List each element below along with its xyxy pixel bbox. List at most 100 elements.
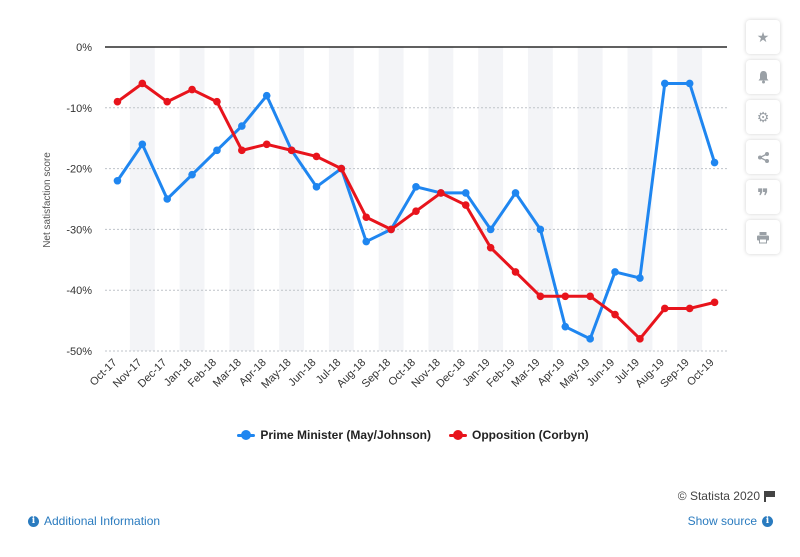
share-button[interactable] [746,140,780,174]
data-point [611,310,619,319]
legend-item-prime-minister[interactable]: Prime Minister (May/Johnson) [237,428,431,442]
data-point [536,292,545,301]
data-point [536,225,545,234]
print-button[interactable] [746,220,780,254]
column-band [179,47,205,351]
data-point [412,183,420,191]
data-point [636,335,644,343]
y-axis-label: Net satisfaction score [42,152,53,248]
data-point [238,146,246,155]
data-point [287,146,296,155]
data-point [437,189,445,197]
x-axis-tick-labels: Oct-17Nov-17Dec-17Jan-18Feb-18Mar-18Apr-… [88,357,717,391]
data-point [561,292,570,301]
statista-credits[interactable]: © Statista 2020 [677,489,775,503]
column-band [229,47,255,351]
x-tick-label: Jun-18 [286,357,318,389]
data-point [213,97,221,106]
series-opposition [113,79,719,343]
data-point [262,140,271,149]
data-point [262,91,271,100]
data-point [337,164,346,173]
data-point [362,213,371,222]
print-icon [757,231,769,243]
data-point [661,79,669,88]
chart-tools-sidebar: ★ ⚙ ❞ [746,20,782,254]
y-tick-label: -20% [66,164,92,176]
data-point [611,268,619,276]
legend: Prime Minister (May/Johnson) Opposition … [0,428,800,442]
data-point [636,274,644,282]
legend-swatch-red [449,430,468,440]
additional-information-link[interactable]: i Additional Information [28,514,160,528]
data-point [188,85,196,94]
line-chart: 0% -10% -20% -30% -40% -50% Oct-17Nov-17Dec-1… [42,42,727,391]
x-tick-label: Mar-19 [509,357,542,390]
data-point [113,176,122,185]
data-point [412,207,420,215]
data-point [685,79,694,88]
series-prime-minister [113,79,719,343]
info-icon: i [762,515,773,527]
data-point [461,189,470,197]
y-tick-label: -50% [66,346,92,358]
share-icon [757,151,769,163]
data-point [586,335,594,343]
data-point [238,122,246,130]
data-point [710,158,719,167]
column-band [527,47,553,351]
info-icon: i [28,515,39,527]
bell-icon [758,71,768,84]
column-band [129,47,155,351]
column-band [328,47,354,351]
data-point [113,97,122,106]
gridlines [105,46,727,352]
data-point [312,183,321,191]
column-band [378,47,404,351]
data-point [188,170,196,179]
show-source-label: Show source [687,514,757,528]
data-point [213,146,221,155]
legend-label-prime-minister: Prime Minister (May/Johnson) [260,428,432,442]
data-point [387,225,395,234]
y-axis-tick-labels: 0% -10% -20% -30% -40% -50% [66,42,92,358]
series-layer [113,79,719,343]
cite-button[interactable]: ❞ [746,180,780,214]
y-tick-label: 0% [76,42,92,54]
column-band [627,47,653,351]
show-source-link[interactable]: Show source i [688,514,773,528]
star-icon: ★ [756,28,770,45]
notification-button[interactable] [746,60,780,94]
legend-label-opposition: Opposition (Corbyn) [472,428,589,442]
legend-item-opposition[interactable]: Opposition (Corbyn) [449,428,589,442]
x-tick-label: Mar-18 [211,357,244,390]
quote-icon: ❞ [757,186,769,208]
alternating-column-bands [129,47,703,351]
y-tick-label: -40% [66,285,92,297]
data-point [710,298,719,307]
data-point [312,152,321,161]
column-band [478,47,504,351]
data-point [163,97,171,106]
data-point [362,237,371,246]
data-point [486,243,495,252]
data-point [685,304,694,313]
data-point [486,225,495,234]
y-tick-label: -30% [66,224,92,236]
legend-swatch-blue [237,430,256,440]
data-point [163,195,171,203]
data-point [586,292,594,301]
column-band [677,47,703,351]
column-band [279,47,305,351]
additional-information-label: Additional Information [44,514,161,528]
favorite-button[interactable]: ★ [746,20,780,54]
credits-text: © Statista 2020 [677,489,760,503]
data-point [511,189,520,197]
settings-button[interactable]: ⚙ [746,100,780,134]
data-point [661,304,669,313]
gear-icon: ⚙ [756,108,770,125]
y-tick-label: -10% [66,103,92,115]
flag-icon [764,491,775,502]
data-point [138,79,147,88]
column-band [577,47,603,351]
